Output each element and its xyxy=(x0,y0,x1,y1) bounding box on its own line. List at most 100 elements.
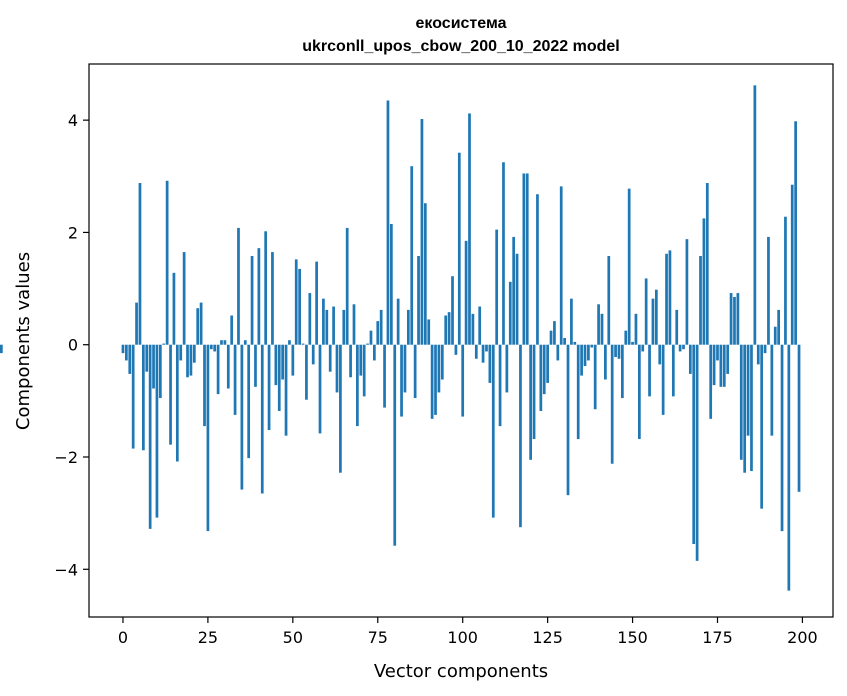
bar-119 xyxy=(525,173,529,345)
bar-108 xyxy=(488,344,492,383)
bar-87 xyxy=(417,256,420,345)
bar-39 xyxy=(254,344,257,387)
bar-143 xyxy=(607,256,611,345)
bar-125 xyxy=(546,344,549,383)
bar-5 xyxy=(138,183,142,345)
plot-frame xyxy=(88,63,834,618)
bar-185 xyxy=(750,344,753,472)
bar-53 xyxy=(301,343,305,345)
bar-1 xyxy=(125,344,128,361)
bar-170 xyxy=(699,256,702,345)
bar-142 xyxy=(604,344,607,380)
y-tick-label: 0 xyxy=(68,336,78,355)
bar-59 xyxy=(322,298,325,345)
bar-183 xyxy=(743,344,747,473)
bar-80 xyxy=(393,344,397,546)
bar-113 xyxy=(505,344,509,393)
bar-115 xyxy=(512,236,516,345)
bar-15 xyxy=(172,272,176,345)
bar-196 xyxy=(787,344,791,591)
bar-133 xyxy=(573,341,577,345)
bar-40 xyxy=(257,248,261,345)
bar-145 xyxy=(614,344,617,358)
bar-114 xyxy=(508,281,512,345)
bar-49 xyxy=(288,340,291,345)
bar-192 xyxy=(773,326,777,345)
bar-71 xyxy=(362,344,366,397)
bar-163 xyxy=(675,309,679,345)
bar-197 xyxy=(790,184,794,345)
bar-176 xyxy=(719,344,723,387)
bar-82 xyxy=(400,344,403,417)
bar-157 xyxy=(654,289,658,345)
x-tick-label: 25 xyxy=(198,628,218,647)
chart-title: екосистема xyxy=(416,15,507,32)
bar-58 xyxy=(318,344,322,434)
bar-22 xyxy=(196,308,200,345)
bar-169 xyxy=(695,344,699,561)
bar-3 xyxy=(131,344,135,449)
bar-187 xyxy=(756,344,760,365)
bar-69 xyxy=(356,344,359,427)
bar-72 xyxy=(366,343,369,345)
bar-56 xyxy=(311,344,315,365)
bar-165 xyxy=(682,344,685,350)
bar-181 xyxy=(736,293,740,345)
bar-106 xyxy=(481,344,485,363)
bar-16 xyxy=(175,344,179,462)
chart-subtitle: ukrconll_upos_cbow_200_10_2022 model xyxy=(302,38,619,55)
bar-50 xyxy=(291,344,295,376)
bar-17 xyxy=(179,344,183,361)
bar-36 xyxy=(243,340,247,345)
bar-33 xyxy=(233,344,237,415)
bar-60 xyxy=(325,309,329,345)
bar-161 xyxy=(668,250,672,345)
bar-149 xyxy=(627,188,631,345)
y-tick-label: 2 xyxy=(68,223,78,242)
bar-147 xyxy=(621,344,624,399)
x-tick-label: 50 xyxy=(283,628,303,647)
bar-134 xyxy=(576,344,580,440)
bar-52 xyxy=(298,268,301,345)
bar-97 xyxy=(451,276,454,345)
y-axis-ticks: −4 −2 0 2 4 xyxy=(54,111,89,579)
bar-195 xyxy=(784,216,787,345)
bar-77 xyxy=(383,344,386,408)
bar-188 xyxy=(760,344,764,509)
bar-117 xyxy=(519,344,522,528)
bar-109 xyxy=(491,344,495,518)
bar-91 xyxy=(430,344,434,419)
bar-27 xyxy=(213,344,217,352)
x-axis-ticks: 0 25 50 75 100 125 150 175 200 xyxy=(118,617,818,647)
y-tick-label: −4 xyxy=(54,560,78,579)
bar-21 xyxy=(192,344,196,363)
bar-95 xyxy=(444,315,448,345)
bar-26 xyxy=(209,344,213,350)
x-tick-label: 0 xyxy=(118,628,128,647)
bar-30 xyxy=(223,340,227,345)
bar-98 xyxy=(454,344,458,355)
bar-191 xyxy=(770,344,774,436)
bar-146 xyxy=(617,344,621,359)
bar-153 xyxy=(641,344,645,352)
x-tick-label: 100 xyxy=(447,628,478,647)
bar-180 xyxy=(733,296,736,345)
bar-100 xyxy=(461,344,465,417)
bar-175 xyxy=(716,344,719,361)
bar-101 xyxy=(464,240,468,345)
bar-126 xyxy=(549,330,553,345)
bar-86 xyxy=(413,344,417,399)
bar-103 xyxy=(471,313,475,345)
bar-48 xyxy=(284,344,288,436)
bar-123 xyxy=(539,344,543,411)
bar-90 xyxy=(427,319,431,345)
bar-43 xyxy=(267,344,271,431)
bar-121 xyxy=(532,344,536,440)
bar-88 xyxy=(420,119,424,345)
bar-160 xyxy=(665,253,668,345)
bar-4 xyxy=(135,302,138,345)
bar-111 xyxy=(498,344,502,427)
bar-155 xyxy=(648,344,651,397)
